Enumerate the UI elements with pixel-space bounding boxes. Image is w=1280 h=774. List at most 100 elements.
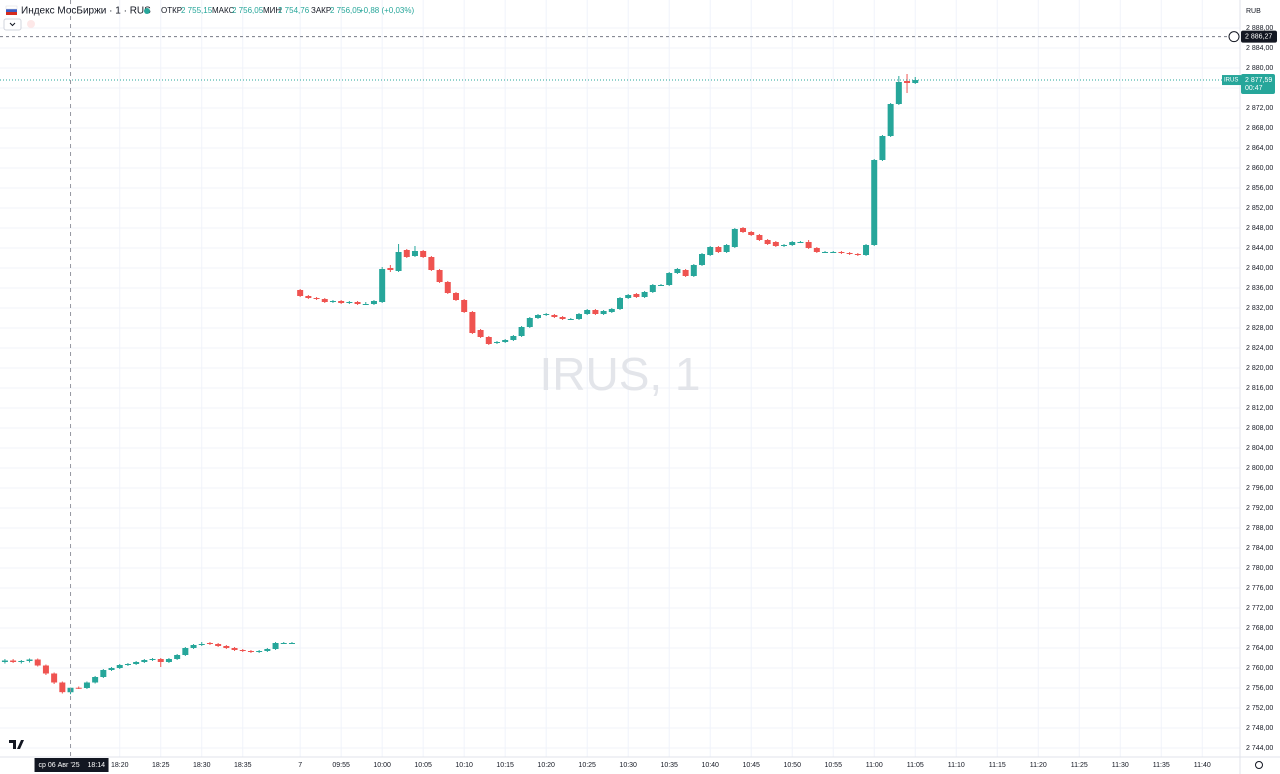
candle-body xyxy=(748,232,755,235)
candle-body xyxy=(92,677,99,683)
x-tick-label: 11:35 xyxy=(1153,762,1170,769)
y-tick-label: 2 816,00 xyxy=(1246,385,1273,392)
overlays xyxy=(0,0,1240,757)
y-tick-label: 2 820,00 xyxy=(1246,365,1273,372)
candle-body xyxy=(223,646,230,648)
candle-body xyxy=(370,301,377,304)
candle-body xyxy=(239,650,246,651)
settings-icon[interactable] xyxy=(1255,761,1263,769)
y-tick-label: 2 860,00 xyxy=(1246,165,1273,172)
candle-body xyxy=(895,82,902,104)
candle-body xyxy=(723,245,730,252)
crosshair-label-bg xyxy=(34,758,109,772)
watermark: IRUS, 1 xyxy=(539,348,700,400)
time-axis-bg xyxy=(0,757,1240,774)
alert-label: 2 886,27 xyxy=(1245,33,1272,40)
candle-body xyxy=(715,247,722,252)
grid xyxy=(0,0,1240,757)
x-tick-label: 11:10 xyxy=(948,762,965,769)
x-tick-label: 09:55 xyxy=(332,762,350,769)
y-tick-label: 2 812,00 xyxy=(1246,405,1273,412)
candle-body xyxy=(658,285,665,286)
candle-body xyxy=(395,252,402,271)
candle-body xyxy=(75,687,82,689)
candle-body xyxy=(133,662,140,664)
x-tick-label: 10:25 xyxy=(578,762,596,769)
y-tick-label: 2 784,00 xyxy=(1246,545,1273,552)
candle-body xyxy=(846,253,853,254)
candle-body xyxy=(247,651,254,652)
y-tick-label: 2 796,00 xyxy=(1246,485,1273,492)
candle-body xyxy=(813,248,820,252)
candle-body xyxy=(124,664,131,665)
candle-body xyxy=(354,302,361,304)
x-tick-label: 18:20 xyxy=(111,762,129,769)
candle-body xyxy=(461,300,468,312)
candle-body xyxy=(740,228,747,232)
symbol[interactable]: Индекс МосБиржи · 1 · RUS xyxy=(21,6,151,17)
candle-body xyxy=(781,245,788,246)
candle-body xyxy=(403,250,410,257)
alert-icon[interactable] xyxy=(27,20,35,28)
y-tick-label: 2 844,00 xyxy=(1246,245,1273,252)
legend-value: 2 756,05 xyxy=(232,6,264,15)
x-tick-label: 10:00 xyxy=(373,762,391,769)
candle-body xyxy=(543,314,550,315)
y-tick-label: 2 748,00 xyxy=(1246,725,1273,732)
flag-icon xyxy=(6,12,17,15)
x-tick-label: 11:20 xyxy=(1030,762,1047,769)
candle-body xyxy=(256,651,263,652)
candle-body xyxy=(879,136,886,160)
candle-body xyxy=(379,269,386,302)
crosshair-date: ср 06 Авг '25 xyxy=(39,762,80,769)
candle-body xyxy=(633,294,640,297)
x-tick-label: 18:25 xyxy=(152,762,170,769)
candle-body xyxy=(772,242,779,246)
candle-body xyxy=(575,314,582,319)
collapse-button[interactable] xyxy=(3,18,22,31)
y-tick-label: 2 832,00 xyxy=(1246,305,1273,312)
x-tick-label: 10:05 xyxy=(414,762,432,769)
candle-body xyxy=(42,665,49,674)
candle-body xyxy=(526,318,533,327)
y-tick-label: 2 792,00 xyxy=(1246,505,1273,512)
y-tick-label: 2 788,00 xyxy=(1246,525,1273,532)
y-tick-label: 2 804,00 xyxy=(1246,445,1273,452)
candle-body xyxy=(559,317,566,319)
candle-body xyxy=(51,673,58,683)
candle-body xyxy=(436,270,443,282)
candle-body xyxy=(830,252,837,253)
x-tick-label: 11:25 xyxy=(1071,762,1088,769)
candle-body xyxy=(469,312,476,333)
candle-body xyxy=(674,269,681,273)
price-axis-bg xyxy=(1240,0,1280,774)
y-tick-label: 2 864,00 xyxy=(1246,145,1273,152)
legend-change: +0,88 (+0,03%) xyxy=(359,6,414,15)
candle-body xyxy=(641,292,648,297)
y-tick-label: 2 856,00 xyxy=(1246,185,1273,192)
candle-body xyxy=(338,301,345,303)
y-tick-label: 2 760,00 xyxy=(1246,665,1273,672)
candle-body xyxy=(805,242,812,248)
candle-body xyxy=(313,298,320,299)
candle-body xyxy=(690,265,697,276)
currency[interactable]: RUB xyxy=(1246,8,1261,15)
y-tick-label: 2 800,00 xyxy=(1246,465,1273,472)
x-tick-label: 11:05 xyxy=(907,762,924,769)
status-dot xyxy=(144,8,150,14)
candle-body xyxy=(699,254,706,265)
logo[interactable] xyxy=(9,740,24,749)
legend-label: МАКС xyxy=(212,6,235,15)
candle-body xyxy=(649,285,656,292)
x-tick-label: 11:30 xyxy=(1112,762,1129,769)
y-tick-label: 2 840,00 xyxy=(1246,265,1273,272)
candle-body xyxy=(141,660,148,662)
candle-body xyxy=(190,645,197,648)
x-tick-label: 10:40 xyxy=(701,762,719,769)
candle-body xyxy=(182,648,189,655)
candle-body xyxy=(215,644,222,646)
x-tick-label: 11:15 xyxy=(989,762,1006,769)
candle-body xyxy=(789,242,796,245)
candle-body xyxy=(305,296,312,298)
